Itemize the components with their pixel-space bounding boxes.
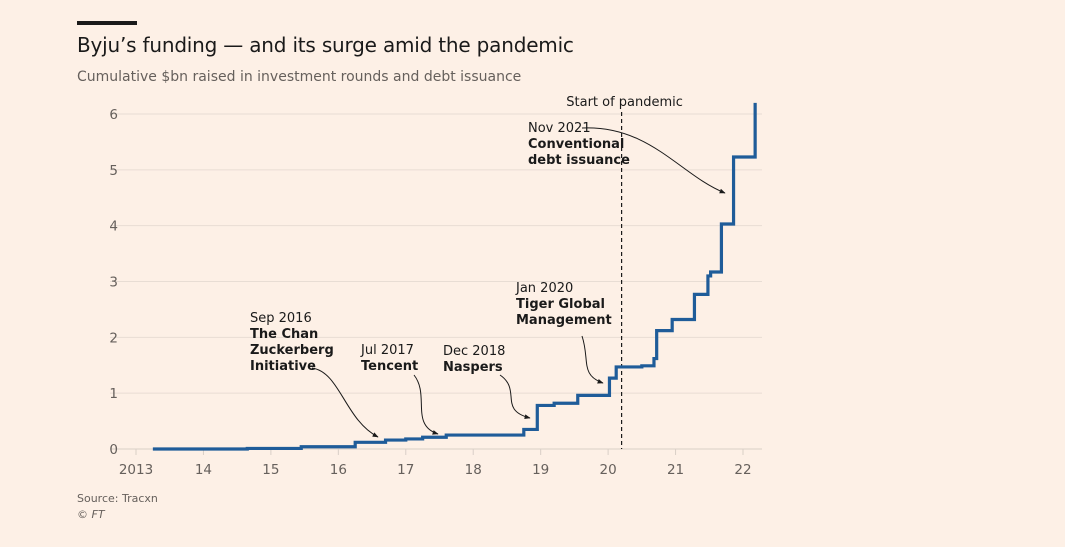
annotation-label: Tencent bbox=[361, 359, 418, 374]
annotation-arrow bbox=[581, 335, 604, 384]
funding-step-line bbox=[152, 102, 757, 451]
annotation-arrow bbox=[413, 374, 439, 435]
x-tick-label: 19 bbox=[532, 462, 549, 478]
y-axis-ticks: 0 1 2 3 4 5 6 bbox=[109, 107, 118, 458]
x-tick-label: 17 bbox=[397, 462, 414, 478]
annotation-label: Tiger Global bbox=[516, 297, 605, 312]
x-tick-label: 21 bbox=[667, 462, 684, 478]
x-tick-label: 22 bbox=[734, 462, 751, 478]
annotation-date: Sep 2016 bbox=[250, 311, 312, 326]
header-accent-bar bbox=[77, 21, 137, 25]
annotation-date: Jul 2017 bbox=[360, 343, 414, 358]
annotation-label: debt issuance bbox=[528, 153, 630, 168]
y-tick-label: 5 bbox=[109, 163, 118, 179]
annotation-label: Management bbox=[516, 313, 612, 328]
pandemic-reference: Start of pandemic bbox=[566, 95, 683, 449]
x-tick-label: 15 bbox=[262, 462, 279, 478]
y-tick-label: 2 bbox=[109, 330, 118, 346]
source-note: Source: Tracxn © FT bbox=[77, 491, 158, 523]
y-tick-label: 3 bbox=[109, 275, 118, 291]
y-tick-label: 6 bbox=[109, 107, 118, 123]
annotation-arrow bbox=[581, 127, 726, 194]
x-tick-label: 18 bbox=[465, 462, 482, 478]
annotation-arrow bbox=[499, 374, 531, 420]
gridlines bbox=[110, 113, 762, 450]
y-tick-label: 0 bbox=[109, 442, 118, 458]
x-tick-label: 2013 bbox=[119, 462, 153, 478]
x-tick-label: 16 bbox=[330, 462, 347, 478]
annotation-arrow bbox=[311, 367, 379, 438]
annotation-label: The Chan bbox=[250, 327, 318, 342]
y-tick-label: 1 bbox=[109, 386, 118, 402]
pandemic-start-label: Start of pandemic bbox=[566, 95, 683, 110]
y-tick-label: 4 bbox=[109, 219, 118, 235]
x-tick-label: 14 bbox=[195, 462, 212, 478]
annotation-label: Initiative bbox=[250, 359, 316, 374]
annotation-date: Dec 2018 bbox=[443, 344, 505, 359]
source-text: Source: Tracxn bbox=[77, 492, 158, 505]
annotation-label: Zuckerberg bbox=[250, 343, 334, 358]
series-group bbox=[152, 102, 757, 451]
chart-subtitle: Cumulative $bn raised in investment roun… bbox=[77, 69, 522, 85]
x-tick-label: 20 bbox=[600, 462, 617, 478]
x-axis-ticks: 2013 14 15 16 17 18 19 20 21 22 bbox=[119, 449, 752, 478]
annotation-label: Naspers bbox=[443, 360, 503, 375]
annotation-label: Conventional bbox=[528, 137, 624, 152]
copyright-text: © FT bbox=[77, 508, 105, 521]
annotation-date: Jan 2020 bbox=[515, 281, 573, 296]
chart-title: Byju’s funding — and its surge amid the … bbox=[77, 33, 574, 57]
annotation-date: Nov 2021 bbox=[528, 121, 591, 136]
